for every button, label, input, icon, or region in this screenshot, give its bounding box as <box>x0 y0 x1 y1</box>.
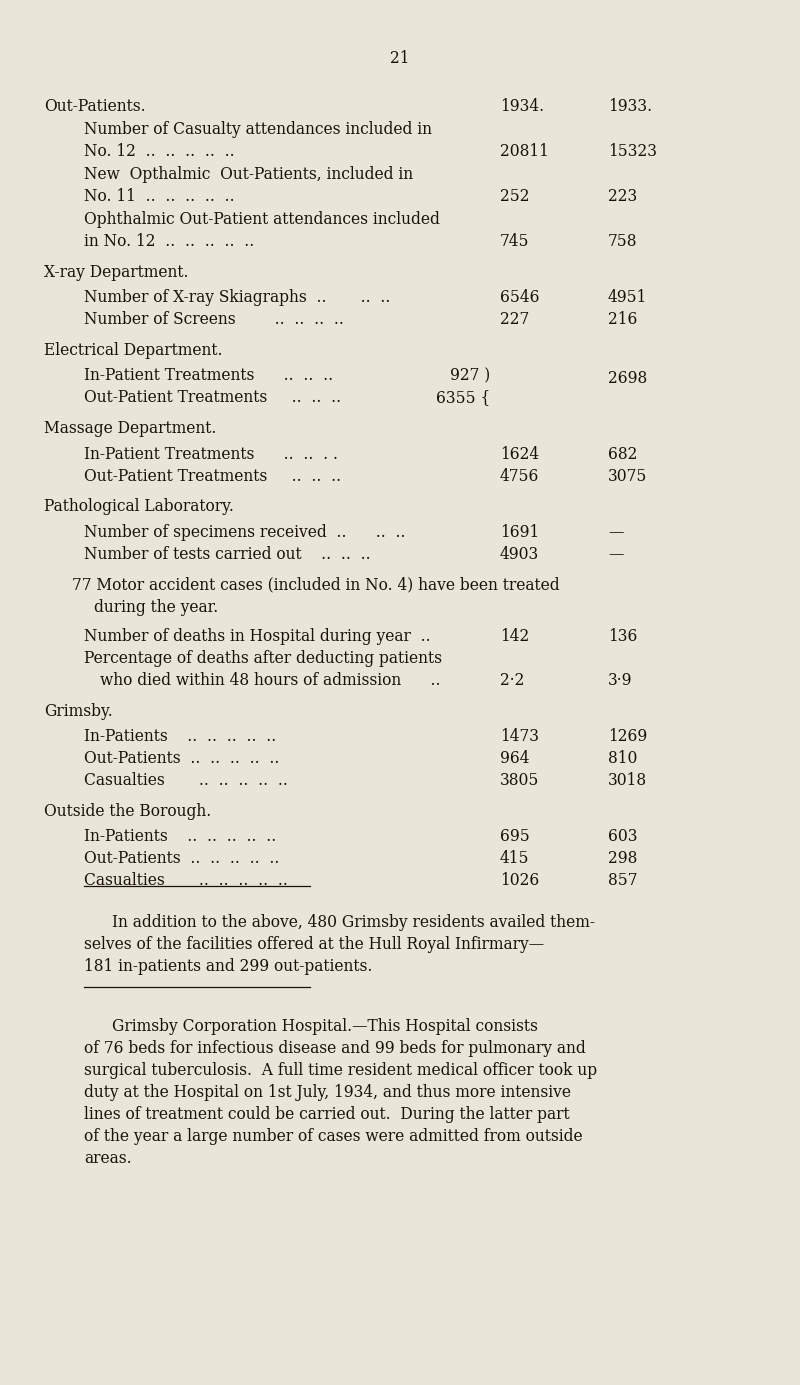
Text: 252: 252 <box>500 188 530 205</box>
Text: Number of specimens received  ..      ..  ..: Number of specimens received .. .. .. <box>84 524 406 540</box>
Text: 298: 298 <box>608 850 638 867</box>
Text: Casualties       ..  ..  ..  ..  ..: Casualties .. .. .. .. .. <box>84 773 288 789</box>
Text: 20811: 20811 <box>500 143 549 161</box>
Text: 2·2: 2·2 <box>500 672 524 690</box>
Text: No. 12  ..  ..  ..  ..  ..: No. 12 .. .. .. .. .. <box>84 143 234 161</box>
Text: lines of treatment could be carried out.  During the latter part: lines of treatment could be carried out.… <box>84 1105 570 1123</box>
Text: In-Patient Treatments      ..  ..  . .: In-Patient Treatments .. .. . . <box>84 446 338 463</box>
Text: Number of Casualty attendances included in: Number of Casualty attendances included … <box>84 120 432 138</box>
Text: 927 ): 927 ) <box>450 367 490 385</box>
Text: Number of Screens        ..  ..  ..  ..: Number of Screens .. .. .. .. <box>84 312 344 328</box>
Text: 4951: 4951 <box>608 289 647 306</box>
Text: who died within 48 hours of admission      ..: who died within 48 hours of admission .. <box>100 672 441 690</box>
Text: In-Patients    ..  ..  ..  ..  ..: In-Patients .. .. .. .. .. <box>84 729 276 745</box>
Text: Out-Patients.: Out-Patients. <box>44 98 146 115</box>
Text: surgical tuberculosis.  A full time resident medical officer took up: surgical tuberculosis. A full time resid… <box>84 1061 597 1079</box>
Text: 181 in-patients and 299 out-patients.: 181 in-patients and 299 out-patients. <box>84 958 372 975</box>
Text: 6546: 6546 <box>500 289 539 306</box>
Text: 1473: 1473 <box>500 729 539 745</box>
Text: during the year.: during the year. <box>94 598 218 615</box>
Text: 3075: 3075 <box>608 468 647 485</box>
Text: of the year a large number of cases were admitted from outside: of the year a large number of cases were… <box>84 1127 582 1144</box>
Text: 415: 415 <box>500 850 530 867</box>
Text: 1624: 1624 <box>500 446 539 463</box>
Text: Massage Department.: Massage Department. <box>44 420 216 438</box>
Text: 2698: 2698 <box>608 370 647 386</box>
Text: duty at the Hospital on 1st July, 1934, and thus more intensive: duty at the Hospital on 1st July, 1934, … <box>84 1083 571 1101</box>
Text: in No. 12  ..  ..  ..  ..  ..: in No. 12 .. .. .. .. .. <box>84 233 254 251</box>
Text: Electrical Department.: Electrical Department. <box>44 342 222 359</box>
Text: 1691: 1691 <box>500 524 539 540</box>
Text: 695: 695 <box>500 828 530 845</box>
Text: Number of tests carried out    ..  ..  ..: Number of tests carried out .. .. .. <box>84 546 370 562</box>
Text: —: — <box>608 546 623 562</box>
Text: 15323: 15323 <box>608 143 657 161</box>
Text: selves of the facilities offered at the Hull Royal Infirmary—: selves of the facilities offered at the … <box>84 936 544 953</box>
Text: 4756: 4756 <box>500 468 539 485</box>
Text: Percentage of deaths after deducting patients: Percentage of deaths after deducting pat… <box>84 650 442 668</box>
Text: 810: 810 <box>608 751 638 767</box>
Text: 857: 857 <box>608 873 638 889</box>
Text: 77 Motor accident cases (included in No. 4) have been treated: 77 Motor accident cases (included in No.… <box>72 576 560 594</box>
Text: 1269: 1269 <box>608 729 647 745</box>
Text: 1026: 1026 <box>500 873 539 889</box>
Text: X-ray Department.: X-ray Department. <box>44 265 189 281</box>
Text: 758: 758 <box>608 233 638 251</box>
Text: 745: 745 <box>500 233 530 251</box>
Text: 227: 227 <box>500 312 530 328</box>
Text: 3018: 3018 <box>608 773 647 789</box>
Text: 1934.: 1934. <box>500 98 544 115</box>
Text: In-Patient Treatments      ..  ..  ..: In-Patient Treatments .. .. .. <box>84 367 333 385</box>
Text: —: — <box>608 524 623 540</box>
Text: Out-Patients  ..  ..  ..  ..  ..: Out-Patients .. .. .. .. .. <box>84 850 279 867</box>
Text: 21: 21 <box>390 50 410 66</box>
Text: Out-Patient Treatments     ..  ..  ..: Out-Patient Treatments .. .. .. <box>84 389 341 407</box>
Text: 964: 964 <box>500 751 530 767</box>
Text: Pathological Laboratory.: Pathological Laboratory. <box>44 499 234 515</box>
Text: Casualties       ..  ..  ..  ..  ..: Casualties .. .. .. .. .. <box>84 873 288 889</box>
Text: areas.: areas. <box>84 1150 132 1166</box>
Text: 3·9: 3·9 <box>608 672 633 690</box>
Text: 1933.: 1933. <box>608 98 652 115</box>
Text: 136: 136 <box>608 629 638 645</box>
Text: Out-Patient Treatments     ..  ..  ..: Out-Patient Treatments .. .. .. <box>84 468 341 485</box>
Text: 4903: 4903 <box>500 546 539 562</box>
Text: In-Patients    ..  ..  ..  ..  ..: In-Patients .. .. .. .. .. <box>84 828 276 845</box>
Text: 682: 682 <box>608 446 638 463</box>
Text: Number of deaths in Hospital during year  ..: Number of deaths in Hospital during year… <box>84 629 430 645</box>
Text: 3805: 3805 <box>500 773 539 789</box>
Text: 603: 603 <box>608 828 638 845</box>
Text: Out-Patients  ..  ..  ..  ..  ..: Out-Patients .. .. .. .. .. <box>84 751 279 767</box>
Text: Grimsby.: Grimsby. <box>44 704 113 720</box>
Text: In addition to the above, 480 Grimsby residents availed them-: In addition to the above, 480 Grimsby re… <box>112 914 595 931</box>
Text: 216: 216 <box>608 312 638 328</box>
Text: No. 11  ..  ..  ..  ..  ..: No. 11 .. .. .. .. .. <box>84 188 234 205</box>
Text: New  Opthalmic  Out-Patients, included in: New Opthalmic Out-Patients, included in <box>84 166 413 183</box>
Text: 223: 223 <box>608 188 638 205</box>
Text: of 76 beds for infectious disease and 99 beds for pulmonary and: of 76 beds for infectious disease and 99… <box>84 1040 586 1057</box>
Text: Grimsby Corporation Hospital.—This Hospital consists: Grimsby Corporation Hospital.—This Hospi… <box>112 1018 538 1035</box>
Text: Number of X-ray Skiagraphs  ..       ..  ..: Number of X-ray Skiagraphs .. .. .. <box>84 289 390 306</box>
Text: Outside the Borough.: Outside the Borough. <box>44 803 211 820</box>
Text: 142: 142 <box>500 629 530 645</box>
Text: Ophthalmic Out-Patient attendances included: Ophthalmic Out-Patient attendances inclu… <box>84 212 440 229</box>
Text: 6355 {: 6355 { <box>436 389 490 407</box>
